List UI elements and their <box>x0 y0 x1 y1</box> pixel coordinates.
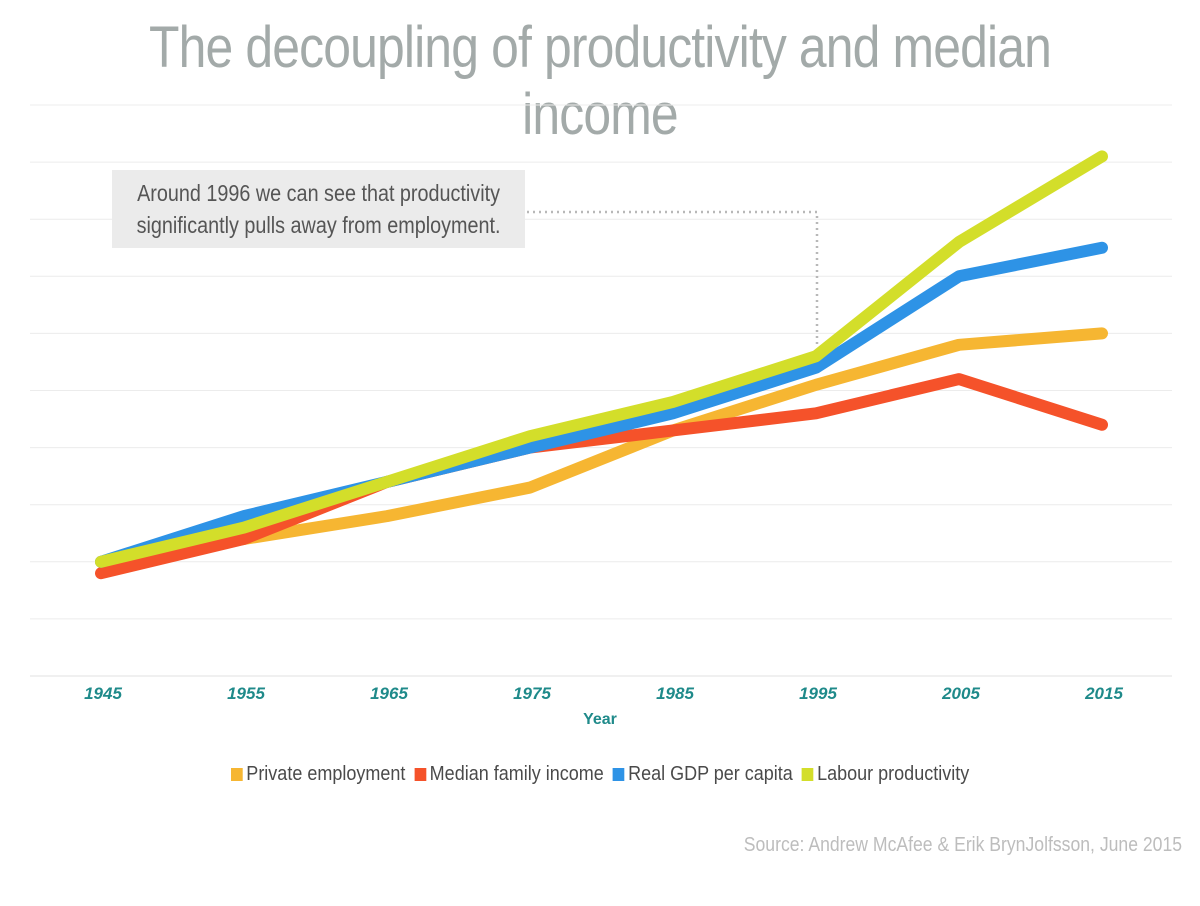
legend-label: Median family income <box>429 763 604 785</box>
legend-label: Private employment <box>246 763 406 785</box>
annotation-text: Around 1996 we can see that productivity… <box>137 177 501 241</box>
series-line-real-gdp-per-capita <box>95 241 1108 568</box>
legend-item: Private employment <box>230 763 406 786</box>
source-note: Source: Andrew McAfee & Erik BrynJolfsso… <box>743 834 1182 856</box>
x-tick-label: 2015 <box>1084 684 1123 703</box>
legend-item: Median family income <box>414 763 604 786</box>
x-tick-label: 1995 <box>799 684 837 703</box>
legend-label: Real GDP per capita <box>627 763 793 785</box>
legend-label: Labour productivity <box>817 763 970 785</box>
annotation-box: Around 1996 we can see that productivity… <box>112 170 525 248</box>
annotation-line-2: significantly pulls away from employment… <box>136 212 501 238</box>
x-tick-label: 1945 <box>84 684 122 703</box>
x-tick-label: 1985 <box>656 684 694 703</box>
legend-swatch <box>612 768 625 781</box>
series-line-median-family-income <box>95 373 1108 580</box>
x-tick-label: 1965 <box>370 684 408 703</box>
legend-item: Labour productivity <box>801 763 970 786</box>
legend-item: Real GDP per capita <box>612 763 793 786</box>
x-tick-label: 1955 <box>227 684 265 703</box>
annotation-line-1: Around 1996 we can see that productivity <box>137 180 500 206</box>
x-tick-label: 1975 <box>513 684 551 703</box>
x-tick-label: 2005 <box>941 684 980 703</box>
chart-title: The decoupling of productivity and media… <box>149 15 1052 147</box>
legend: Private employment Median family income Re… <box>0 763 1200 786</box>
legend-swatch <box>801 768 814 781</box>
x-axis-label: Year <box>583 711 617 728</box>
series-line-labour-productivity <box>95 150 1108 568</box>
annotation-leader-line <box>527 210 819 347</box>
legend-swatch <box>414 768 426 781</box>
legend-swatch <box>230 768 243 781</box>
